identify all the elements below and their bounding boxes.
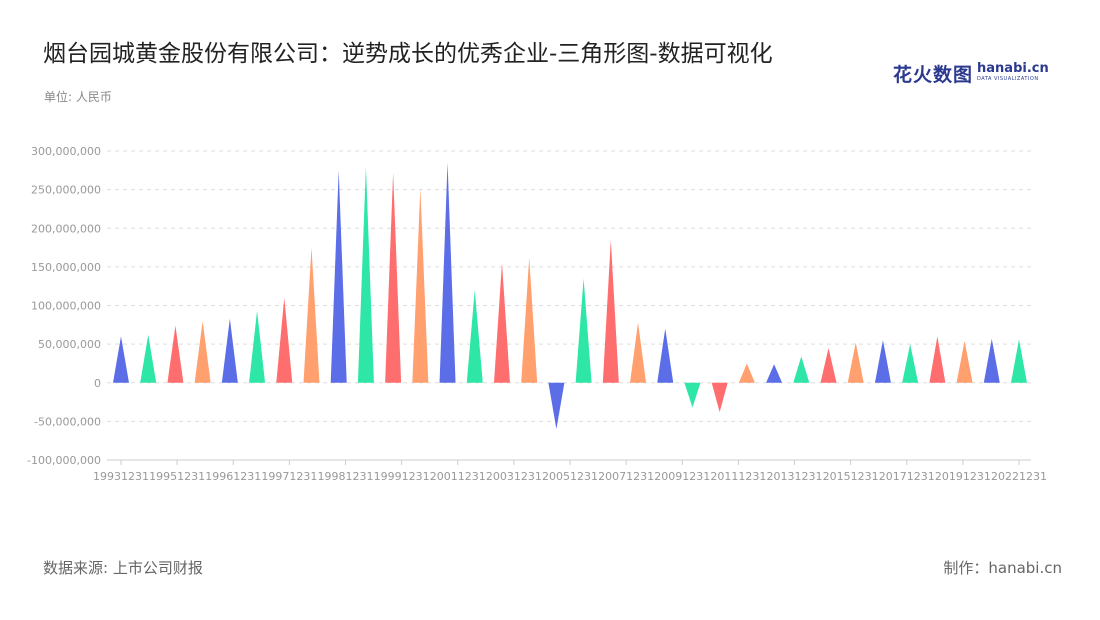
data-source: 数据来源: 上市公司财报	[43, 559, 203, 577]
triangle-bar[interactable]	[276, 297, 293, 383]
y-tick-label: 200,000,000	[31, 222, 101, 235]
triangle-bar[interactable]	[820, 347, 837, 383]
triangle-bar[interactable]	[630, 322, 647, 383]
triangle-bar[interactable]	[684, 382, 701, 408]
x-tick-label: 20051231	[542, 470, 598, 483]
x-tick-label: 20091231	[654, 470, 710, 483]
triangle-bar[interactable]	[113, 336, 129, 383]
triangle-bar[interactable]	[657, 328, 674, 383]
triangle-bar[interactable]	[466, 290, 483, 383]
x-tick-label: 19951231	[149, 470, 205, 483]
x-tick-label: 20131231	[767, 470, 823, 483]
y-tick-label: 50,000,000	[38, 338, 101, 351]
x-tick-label: 19981231	[318, 470, 374, 483]
x-tick-label: 20171231	[879, 470, 935, 483]
triangle-bar[interactable]	[439, 162, 456, 383]
x-tick-label: 20191231	[935, 470, 991, 483]
triangle-bar[interactable]	[548, 382, 565, 430]
triangle-bar[interactable]	[738, 363, 755, 383]
x-tick-label: 19971231	[261, 470, 317, 483]
x-tick-label: 20011231	[430, 470, 486, 483]
y-tick-label: -50,000,000	[34, 415, 101, 428]
triangle-bar[interactable]	[194, 320, 211, 383]
x-tick-label: 20221231	[991, 470, 1047, 483]
triangle-bar[interactable]	[956, 341, 973, 383]
maker-credit: 制作：hanabi.cn	[943, 559, 1062, 577]
triangle-bar[interactable]	[1011, 339, 1027, 383]
triangle-bar[interactable]	[902, 344, 919, 383]
triangle-bar[interactable]	[140, 334, 157, 383]
y-tick-label: 150,000,000	[31, 261, 101, 274]
brand-logo-cn: 花火数图	[893, 64, 974, 86]
triangle-bar[interactable]	[167, 325, 184, 383]
triangle-bar[interactable]	[357, 166, 374, 383]
triangle-bar[interactable]	[793, 356, 810, 383]
brand-logo: 花火数图 hanabi.cn DATA VISUALIZATION	[893, 60, 1049, 87]
triangle-bar[interactable]	[493, 263, 510, 383]
x-tick-label: 19961231	[205, 470, 261, 483]
x-tick-label: 19991231	[374, 470, 430, 483]
y-tick-label: 100,000,000	[31, 300, 101, 313]
triangle-bar[interactable]	[602, 239, 619, 383]
triangle-bar[interactable]	[847, 342, 864, 383]
y-tick-label: -100,000,000	[27, 454, 101, 467]
triangle-bar[interactable]	[330, 170, 347, 383]
x-tick-label: 20031231	[486, 470, 542, 483]
triangle-bar[interactable]	[221, 318, 238, 383]
brand-logo-en: hanabi.cn DATA VISUALIZATION	[977, 60, 1049, 84]
triangle-bar[interactable]	[874, 340, 891, 383]
x-tick-label: 20151231	[823, 470, 879, 483]
y-tick-label: 0	[94, 377, 101, 390]
x-tick-label: 19931231	[93, 470, 149, 483]
triangle-bar[interactable]	[983, 338, 1000, 383]
brand-logo-en-main: hanabi.cn	[977, 60, 1049, 76]
triangle-bar[interactable]	[303, 247, 320, 383]
triangle-bar[interactable]	[766, 364, 783, 383]
triangle-bar[interactable]	[711, 382, 728, 413]
y-tick-label: 300,000,000	[31, 145, 101, 158]
triangle-bar[interactable]	[521, 257, 538, 383]
triangle-bar[interactable]	[385, 172, 402, 383]
x-tick-label: 20071231	[598, 470, 654, 483]
unit-label: 单位: 人民币	[44, 90, 112, 104]
chart-title: 烟台园城黄金股份有限公司：逆势成长的优秀企业-三角形图-数据可视化	[43, 41, 773, 67]
brand-logo-en-sub: DATA VISUALIZATION	[977, 75, 1039, 82]
triangle-bar[interactable]	[929, 336, 946, 383]
triangle-bar[interactable]	[575, 278, 592, 383]
y-tick-label: 250,000,000	[31, 184, 101, 197]
triangle-bar[interactable]	[249, 310, 266, 383]
triangle-bar[interactable]	[412, 188, 429, 383]
x-tick-label: 20111231	[710, 470, 766, 483]
